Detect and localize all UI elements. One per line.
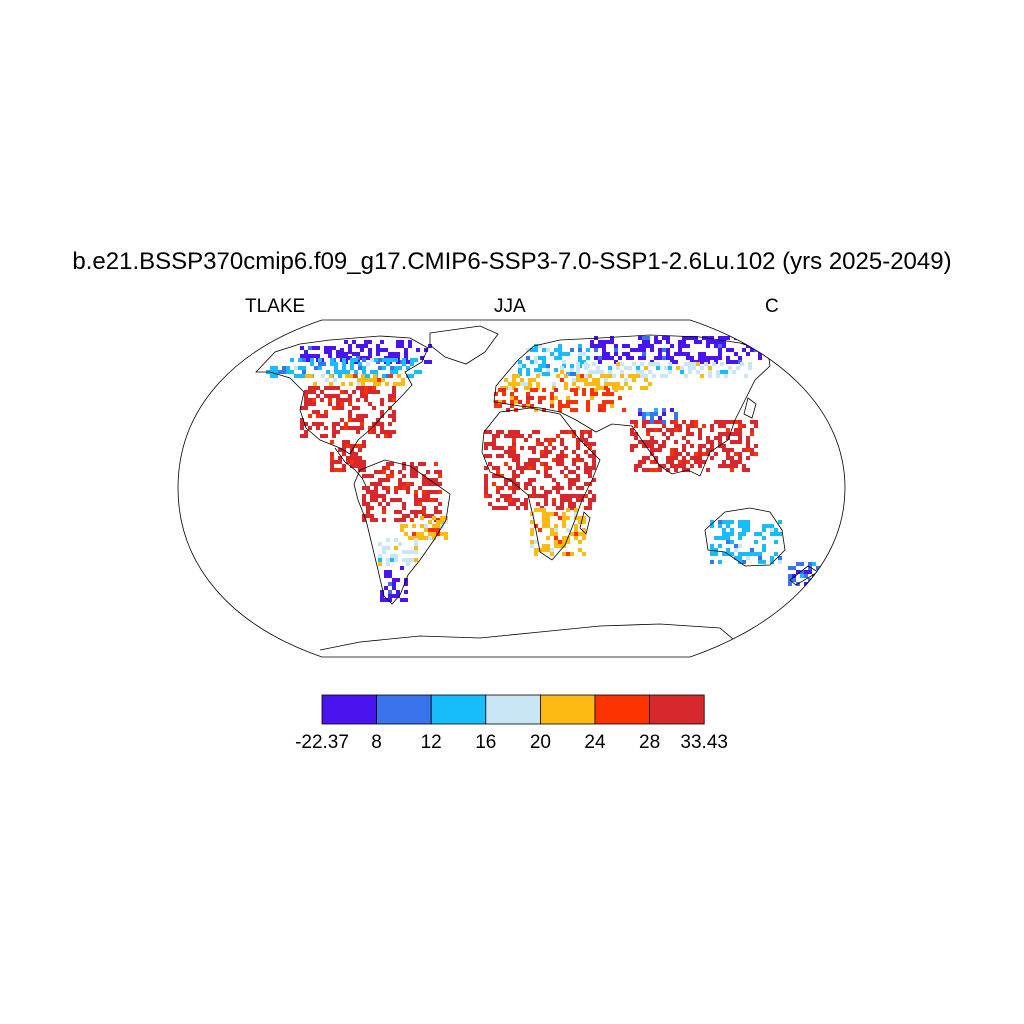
colorbar-label-5: 24: [584, 732, 606, 753]
region-india-se-asia: [630, 420, 758, 472]
region-southern-canada: [305, 374, 405, 386]
colorbar-swatch-1: [376, 694, 432, 725]
colorbar-swatch-4: [540, 694, 596, 725]
colorbar-swatch-5: [594, 694, 650, 725]
colorbar-swatch-2: [430, 694, 487, 725]
coastline-new-zealand: [789, 565, 819, 586]
colorbar-label-4: 20: [529, 732, 551, 753]
region-africa: [484, 430, 596, 510]
region-argentina: [378, 538, 418, 566]
colorbar-label-1: 8: [371, 732, 382, 753]
coastline-australia: [704, 507, 786, 567]
tlake-field: [266, 336, 820, 602]
colorbar-swatch-0: [321, 694, 377, 725]
coastlines: [255, 325, 819, 651]
coastline-greenland: [429, 325, 499, 365]
colorbar-label-0: -22.37: [295, 732, 349, 753]
plot-title: b.e21.BSSP370cmip6.f09_g17.CMIP6-SSP3-7.…: [72, 248, 952, 275]
coastline-madagascar: [579, 511, 591, 535]
coastline-africa: [481, 407, 601, 561]
region-patagonia: [380, 566, 408, 602]
region-amazon: [362, 462, 442, 522]
region-usa: [300, 386, 396, 438]
region-siberia: [590, 336, 766, 364]
region-europe: [500, 374, 652, 390]
region-mediterranean: [494, 388, 626, 412]
map-outline: [177, 319, 846, 658]
region-central-russia: [560, 362, 752, 378]
colorbar-label-3: 16: [475, 732, 497, 753]
colorbar-swatch-3: [485, 694, 541, 725]
region-southern-africa: [530, 508, 586, 556]
coastline-antarctica: [319, 623, 741, 651]
variable-label: TLAKE: [245, 296, 306, 317]
colorbar-label-2: 12: [420, 732, 442, 753]
coastline-japan: [743, 397, 757, 419]
colorbar-swatch-6: [649, 694, 705, 725]
colorbar-label-7: 33.43: [680, 732, 728, 753]
region-central-canada: [266, 358, 422, 378]
coastline-south-america: [353, 459, 451, 605]
region-australia: [710, 520, 782, 564]
season-label: JJA: [494, 296, 526, 317]
colorbar: [321, 694, 705, 725]
region-scandinavia: [518, 344, 590, 376]
colorbar-label-6: 28: [639, 732, 661, 753]
coastline-central-america: [334, 447, 367, 487]
units-label: C: [765, 296, 779, 317]
region-central-america: [330, 440, 366, 472]
coastline-north-america: [255, 335, 429, 455]
coastline-eurasia: [493, 334, 771, 477]
